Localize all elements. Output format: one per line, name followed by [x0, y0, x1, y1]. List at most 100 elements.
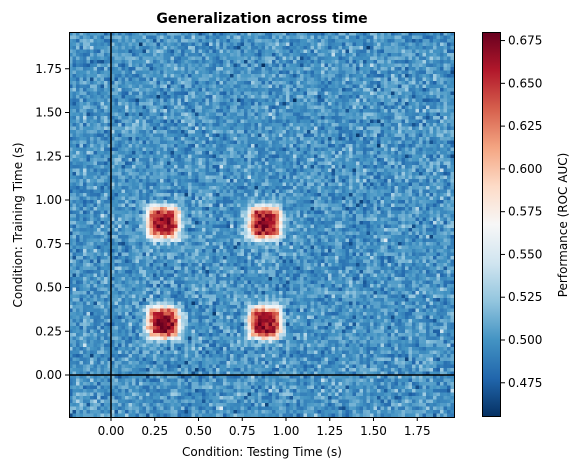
- heatmap-cell: [83, 172, 87, 176]
- heatmap-cell: [216, 81, 220, 85]
- heatmap-cell: [86, 175, 91, 180]
- heatmap-cell: [174, 165, 178, 169]
- heatmap-cell: [86, 144, 91, 148]
- heatmap-cell: [391, 123, 395, 127]
- heatmap-cell: [90, 123, 94, 127]
- heatmap-cell: [170, 172, 175, 176]
- heatmap-cell: [286, 77, 290, 82]
- heatmap-cell: [142, 147, 147, 152]
- heatmap-cell: [83, 189, 87, 194]
- heatmap-cell: [79, 175, 84, 180]
- heatmap-cell: [366, 154, 371, 159]
- heatmap-cell: [398, 98, 402, 103]
- heatmap-cell: [83, 182, 87, 187]
- heatmap-cell: [184, 60, 189, 64]
- heatmap-cell: [209, 42, 213, 47]
- heatmap-cell: [387, 112, 392, 117]
- heatmap-cell: [289, 49, 294, 54]
- heatmap-cell: [191, 172, 196, 176]
- heatmap-cell: [139, 88, 143, 92]
- heatmap-cell: [349, 179, 353, 183]
- heatmap-cell: [373, 119, 378, 124]
- heatmap-cell: [321, 95, 325, 99]
- heatmap-cell: [384, 102, 388, 106]
- heatmap-cell: [198, 39, 203, 43]
- heatmap-cell: [419, 95, 423, 99]
- heatmap-cell: [303, 151, 308, 155]
- heatmap-cell: [174, 151, 178, 155]
- heatmap-cell: [251, 70, 255, 75]
- heatmap-cell: [401, 126, 406, 131]
- heatmap-cell: [429, 161, 434, 166]
- heatmap-cell: [244, 109, 248, 113]
- heatmap-cell: [275, 74, 280, 78]
- heatmap-cell: [111, 175, 115, 180]
- heatmap-cell: [324, 133, 329, 138]
- heatmap-cell: [286, 102, 290, 106]
- heatmap-cell: [86, 140, 91, 145]
- heatmap-cell: [401, 109, 406, 113]
- heatmap-cell: [86, 98, 91, 103]
- heatmap-cell: [153, 105, 157, 110]
- heatmap-cell: [216, 123, 220, 127]
- heatmap-cell: [237, 172, 241, 176]
- heatmap-cell: [240, 133, 245, 138]
- heatmap-cell: [450, 91, 455, 96]
- heatmap-cell: [254, 49, 259, 54]
- heatmap-cell: [191, 84, 196, 89]
- heatmap-cell: [188, 158, 192, 162]
- heatmap-cell: [429, 144, 434, 148]
- heatmap-cell: [296, 112, 301, 117]
- heatmap-cell: [240, 151, 245, 155]
- heatmap-cell: [419, 105, 423, 110]
- heatmap-cell: [436, 175, 441, 180]
- heatmap-cell: [314, 133, 318, 138]
- heatmap-cell: [83, 179, 87, 183]
- heatmap-cell: [170, 53, 175, 57]
- heatmap-cell: [90, 161, 94, 166]
- heatmap-cell: [296, 126, 301, 131]
- heatmap-cell: [247, 123, 252, 127]
- heatmap-cell: [146, 53, 150, 57]
- heatmap-cell: [212, 77, 217, 82]
- heatmap-cell: [128, 130, 133, 134]
- heatmap-cell: [86, 42, 91, 47]
- heatmap-cell: [436, 109, 441, 113]
- heatmap-cell: [338, 46, 343, 50]
- heatmap-cell: [93, 32, 98, 36]
- heatmap-cell: [419, 154, 423, 159]
- heatmap-cell: [104, 175, 108, 180]
- heatmap-cell: [205, 56, 210, 61]
- heatmap-cell: [163, 53, 168, 57]
- heatmap-cell: [314, 84, 318, 89]
- heatmap-cell: [170, 84, 175, 89]
- heatmap-cell: [289, 179, 294, 183]
- heatmap-cell: [300, 186, 304, 190]
- heatmap-cell: [107, 32, 112, 36]
- heatmap-cell: [233, 126, 238, 131]
- heatmap-cell: [384, 77, 388, 82]
- heatmap-cell: [331, 130, 336, 134]
- heatmap-cell: [359, 88, 364, 92]
- heatmap-cell: [384, 140, 388, 145]
- heatmap-cell: [125, 84, 129, 89]
- heatmap-cell: [188, 112, 192, 117]
- heatmap-cell: [373, 168, 378, 173]
- heatmap-cell: [184, 42, 189, 47]
- heatmap-cell: [244, 158, 248, 162]
- heatmap-cell: [188, 95, 192, 99]
- heatmap-cell: [300, 133, 304, 138]
- heatmap-cell: [121, 182, 126, 187]
- heatmap-cell: [174, 189, 178, 194]
- heatmap-cell: [202, 46, 206, 50]
- heatmap-cell: [177, 56, 182, 61]
- heatmap-cell: [146, 147, 150, 152]
- heatmap-cell: [237, 109, 241, 113]
- heatmap-cell: [128, 77, 133, 82]
- heatmap-cell: [377, 144, 381, 148]
- heatmap-cell: [121, 112, 126, 117]
- heatmap-cell: [272, 109, 276, 113]
- heatmap-cell: [377, 91, 381, 96]
- heatmap-cell: [205, 70, 210, 75]
- heatmap-cell: [272, 147, 276, 152]
